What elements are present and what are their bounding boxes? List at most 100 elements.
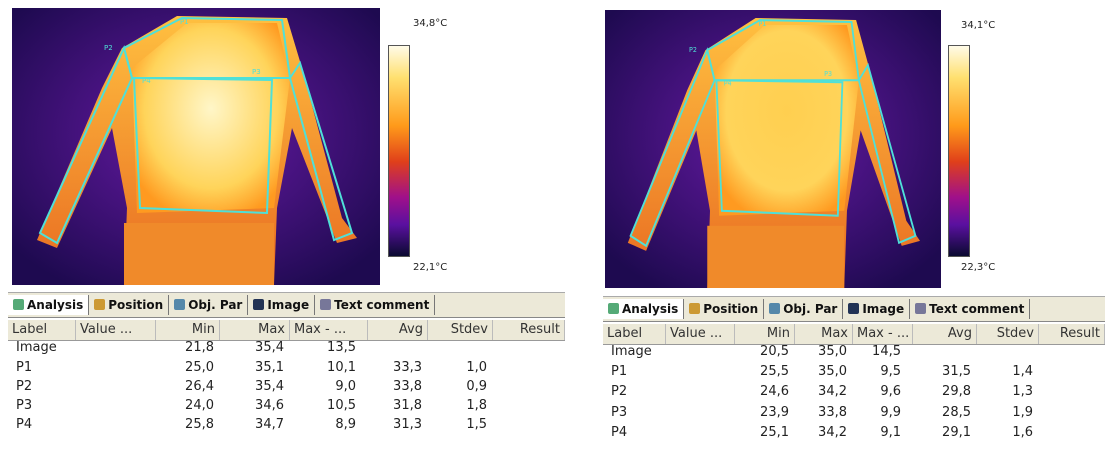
table-cell: P1 xyxy=(611,364,627,379)
tab[interactable]: Image xyxy=(843,299,910,319)
table-cell: 23,9 xyxy=(760,405,789,420)
column-header[interactable]: Result xyxy=(1039,324,1105,344)
tab[interactable]: Image xyxy=(248,295,315,315)
table-cell: 31,8 xyxy=(393,398,422,413)
column-header[interactable]: Min xyxy=(156,320,220,340)
scale-max-label: 34,8°C xyxy=(413,18,447,29)
tab[interactable]: Position xyxy=(89,295,169,315)
table-cell: 24,6 xyxy=(760,384,789,399)
table-cell: 25,5 xyxy=(760,364,789,379)
table-cell: 9,0 xyxy=(335,379,356,394)
tab-bar: Analysis Position Obj. Par Image Text commen… xyxy=(603,296,1105,322)
tab-label: Analysis xyxy=(622,302,678,316)
tab-icon xyxy=(915,303,926,314)
tab[interactable]: Text comment xyxy=(315,295,435,315)
table-cell: P2 xyxy=(611,384,627,399)
table-cell: 1,6 xyxy=(1012,425,1033,440)
tab[interactable]: Analysis xyxy=(603,299,684,319)
tab-label: Position xyxy=(703,302,758,316)
table-cell: 25,1 xyxy=(760,425,789,440)
table-cell: 26,4 xyxy=(185,379,214,394)
tab-label: Text comment xyxy=(929,302,1024,316)
tab-icon xyxy=(320,299,331,310)
tab[interactable]: Analysis xyxy=(8,295,89,315)
table-cell: 33,8 xyxy=(818,405,847,420)
table-cell: 33,3 xyxy=(393,360,422,375)
roi-label: P1 xyxy=(758,20,766,28)
table-cell: 31,3 xyxy=(393,417,422,432)
column-header[interactable]: Avg xyxy=(913,324,977,344)
table-cell: 9,9 xyxy=(880,405,901,420)
table-cell: P3 xyxy=(611,405,627,420)
table-cell: 24,0 xyxy=(185,398,214,413)
tab[interactable]: Text comment xyxy=(910,299,1030,319)
tab-icon xyxy=(13,299,24,310)
table-cell: P1 xyxy=(16,360,32,375)
column-header[interactable]: Max xyxy=(220,320,290,340)
column-header[interactable]: Stdev xyxy=(977,324,1039,344)
table-cell: P4 xyxy=(611,425,627,440)
table-cell: Image xyxy=(16,340,57,355)
table-cell: 34,7 xyxy=(255,417,284,432)
column-header[interactable]: Label xyxy=(603,324,666,344)
column-header[interactable]: Stdev xyxy=(428,320,493,340)
table-cell: 35,1 xyxy=(255,360,284,375)
tab-label: Image xyxy=(267,298,309,312)
column-header[interactable]: Max - ... xyxy=(853,324,913,344)
column-header[interactable]: Max - ... xyxy=(290,320,368,340)
table-cell: 31,5 xyxy=(942,364,971,379)
table-cell: P4 xyxy=(16,417,32,432)
column-header[interactable]: Max xyxy=(795,324,853,344)
tab[interactable]: Obj. Par xyxy=(169,295,248,315)
table-cell: 20,5 xyxy=(760,344,789,359)
table-cell: 0,9 xyxy=(466,379,487,394)
table-cell: Image xyxy=(611,344,652,359)
table-cell: 14,5 xyxy=(872,344,901,359)
table-cell: 33,8 xyxy=(393,379,422,394)
column-header[interactable]: Min xyxy=(735,324,795,344)
tab-icon xyxy=(689,303,700,314)
column-header[interactable]: Value ... xyxy=(666,324,735,344)
roi-label: P4 xyxy=(142,77,151,85)
table-cell: 28,5 xyxy=(942,405,971,420)
tab-label: Image xyxy=(862,302,904,316)
table-cell: 1,4 xyxy=(1012,364,1033,379)
column-header[interactable]: Avg xyxy=(368,320,428,340)
tab-label: Position xyxy=(108,298,163,312)
tab-icon xyxy=(848,303,859,314)
tab-icon xyxy=(769,303,780,314)
color-scale xyxy=(388,45,410,257)
table-cell: 1,5 xyxy=(466,417,487,432)
table-cell: 35,4 xyxy=(255,340,284,355)
tab-icon xyxy=(253,299,264,310)
column-header[interactable]: Value ... xyxy=(76,320,156,340)
tab[interactable]: Obj. Par xyxy=(764,299,843,319)
scale-max-label: 34,1°C xyxy=(961,20,995,31)
tab-icon xyxy=(174,299,185,310)
table-cell: 9,5 xyxy=(880,364,901,379)
table-cell: 9,6 xyxy=(880,384,901,399)
tab-bar: Analysis Position Obj. Par Image Text commen… xyxy=(8,292,565,318)
tab[interactable]: Position xyxy=(684,299,764,319)
tab-label: Obj. Par xyxy=(783,302,837,316)
tab-label: Analysis xyxy=(27,298,83,312)
column-header[interactable]: Result xyxy=(493,320,565,340)
tab-label: Obj. Par xyxy=(188,298,242,312)
column-header[interactable]: Label xyxy=(8,320,76,340)
table-cell: 34,2 xyxy=(818,384,847,399)
roi-label: P2 xyxy=(104,44,113,52)
table-cell: 25,8 xyxy=(185,417,214,432)
roi-label: P1 xyxy=(180,18,189,26)
tab-label: Text comment xyxy=(334,298,429,312)
table-cell: 34,2 xyxy=(818,425,847,440)
scale-min-label: 22,1°C xyxy=(413,262,447,273)
scale-min-label: 22,3°C xyxy=(961,262,995,273)
table-cell: 9,1 xyxy=(880,425,901,440)
